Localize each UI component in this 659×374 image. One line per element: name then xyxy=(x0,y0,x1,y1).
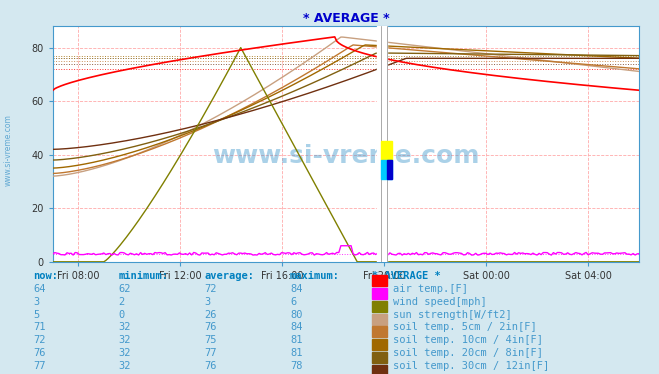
Text: 81: 81 xyxy=(290,348,302,358)
Text: 2: 2 xyxy=(119,297,125,307)
Text: air temp.[F]: air temp.[F] xyxy=(393,284,469,294)
Text: now:: now: xyxy=(33,271,58,281)
Text: wind speed[mph]: wind speed[mph] xyxy=(393,297,487,307)
Text: minimum:: minimum: xyxy=(119,271,169,281)
Text: soil temp. 10cm / 4in[F]: soil temp. 10cm / 4in[F] xyxy=(393,335,544,345)
Text: 76: 76 xyxy=(33,348,45,358)
Text: 77: 77 xyxy=(33,361,45,371)
Text: www.si-vreme.com: www.si-vreme.com xyxy=(3,114,13,186)
Text: www.si-vreme.com: www.si-vreme.com xyxy=(212,144,480,168)
Text: 0: 0 xyxy=(119,310,125,319)
Bar xyxy=(372,301,387,312)
Text: soil temp. 5cm / 2in[F]: soil temp. 5cm / 2in[F] xyxy=(393,322,537,332)
Bar xyxy=(382,160,392,179)
Text: 77: 77 xyxy=(204,348,217,358)
Bar xyxy=(372,327,387,337)
Bar xyxy=(372,288,387,299)
Text: 72: 72 xyxy=(33,335,45,345)
Bar xyxy=(387,160,392,179)
Text: soil temp. 20cm / 8in[F]: soil temp. 20cm / 8in[F] xyxy=(393,348,544,358)
Title: * AVERAGE *: * AVERAGE * xyxy=(302,12,389,25)
Text: 71: 71 xyxy=(33,322,45,332)
Bar xyxy=(372,314,387,325)
Text: * AVERAGE *: * AVERAGE * xyxy=(372,271,441,281)
Text: 64: 64 xyxy=(33,284,45,294)
Text: 5: 5 xyxy=(33,310,39,319)
Bar xyxy=(372,275,387,286)
Text: 76: 76 xyxy=(204,361,217,371)
Text: 6: 6 xyxy=(290,297,296,307)
Bar xyxy=(372,365,387,374)
Bar xyxy=(372,339,387,350)
Text: 3: 3 xyxy=(204,297,210,307)
Text: 84: 84 xyxy=(290,322,302,332)
Text: 78: 78 xyxy=(290,361,302,371)
Bar xyxy=(372,352,387,363)
Text: 32: 32 xyxy=(119,335,131,345)
Text: 32: 32 xyxy=(119,361,131,371)
Text: 32: 32 xyxy=(119,348,131,358)
Text: average:: average: xyxy=(204,271,254,281)
Bar xyxy=(382,141,392,160)
Text: sun strength[W/ft2]: sun strength[W/ft2] xyxy=(393,310,512,319)
Text: 62: 62 xyxy=(119,284,131,294)
Text: 81: 81 xyxy=(290,335,302,345)
Text: 32: 32 xyxy=(119,322,131,332)
Text: soil temp. 30cm / 12in[F]: soil temp. 30cm / 12in[F] xyxy=(393,361,550,371)
Text: maximum:: maximum: xyxy=(290,271,340,281)
Text: 26: 26 xyxy=(204,310,217,319)
Text: 72: 72 xyxy=(204,284,217,294)
Text: 76: 76 xyxy=(204,322,217,332)
Bar xyxy=(377,26,387,262)
Text: 84: 84 xyxy=(290,284,302,294)
Text: 75: 75 xyxy=(204,335,217,345)
Text: 80: 80 xyxy=(290,310,302,319)
Text: 3: 3 xyxy=(33,297,39,307)
